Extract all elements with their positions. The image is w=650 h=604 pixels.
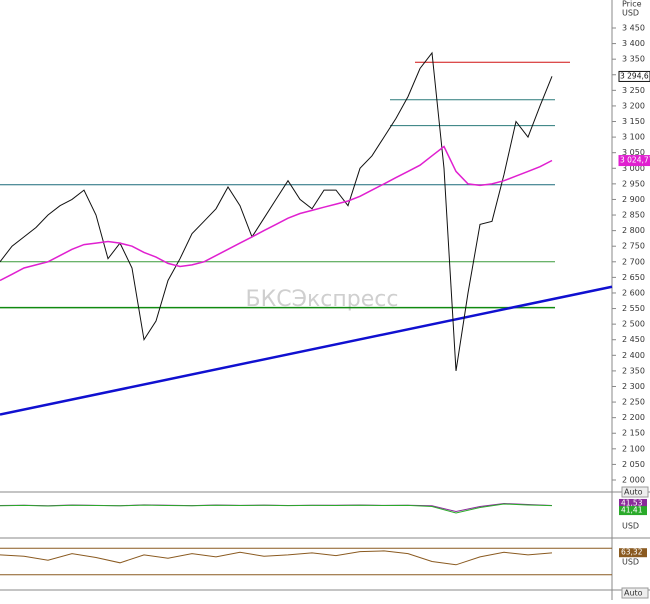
series-line bbox=[0, 51, 553, 371]
unit-label: USD bbox=[622, 558, 639, 567]
y-tick-label: 3 200 bbox=[622, 101, 645, 110]
y-tick-label: 2 650 bbox=[622, 273, 645, 282]
y-tick-label: 2 600 bbox=[622, 288, 645, 297]
y-tick-label: 2 100 bbox=[622, 444, 645, 453]
auto-label[interactable]: Auto bbox=[624, 488, 643, 497]
y-tick-label: 3 400 bbox=[622, 39, 645, 48]
indicator-tag bbox=[619, 498, 647, 508]
y-tick-label: 2 000 bbox=[622, 476, 645, 485]
axis-header: USD bbox=[622, 9, 639, 18]
unit-label: USD bbox=[622, 522, 639, 531]
y-tick-label: 3 350 bbox=[622, 55, 645, 64]
y-tick-label: 2 800 bbox=[622, 226, 645, 235]
y-tick-label: 2 900 bbox=[622, 195, 645, 204]
axis-header: Price bbox=[622, 0, 642, 9]
price-tag-label: 3 294,61 bbox=[620, 71, 650, 80]
indicator-tag-label: 41,41 bbox=[621, 506, 643, 515]
y-tick-label: 3 250 bbox=[622, 86, 645, 95]
auto-label[interactable]: Auto bbox=[624, 589, 643, 598]
indicator-tag bbox=[619, 548, 647, 558]
indicator-line bbox=[0, 503, 553, 514]
indicator-tag-label: 63,32 bbox=[621, 548, 643, 557]
y-tick-label: 2 300 bbox=[622, 382, 645, 391]
price-tag-label: 3 024,77 bbox=[620, 156, 650, 165]
y-tick-label: 2 350 bbox=[622, 366, 645, 375]
y-tick-label: 2 150 bbox=[622, 429, 645, 438]
y-tick-label: 3 450 bbox=[622, 24, 645, 33]
y-tick-label: 2 550 bbox=[622, 304, 645, 313]
indicator-line bbox=[0, 550, 553, 566]
y-tick-label: 2 200 bbox=[622, 413, 645, 422]
y-tick-label: 2 750 bbox=[622, 242, 645, 251]
y-tick-label: 2 400 bbox=[622, 351, 645, 360]
y-tick-label: 2 050 bbox=[622, 460, 645, 469]
y-tick-label: 3 100 bbox=[622, 133, 645, 142]
y-tick-label: 2 500 bbox=[622, 320, 645, 329]
y-tick-label: 3 050 bbox=[622, 148, 645, 157]
y-tick-label: 2 250 bbox=[622, 398, 645, 407]
y-tick-label: 2 700 bbox=[622, 257, 645, 266]
indicator-tag-label: 41,53 bbox=[621, 498, 643, 507]
auto-button[interactable] bbox=[621, 587, 649, 599]
series-line bbox=[0, 145, 553, 282]
auto-button[interactable] bbox=[621, 486, 649, 498]
y-tick-label: 3 000 bbox=[622, 164, 645, 173]
y-tick-label: 2 850 bbox=[622, 211, 645, 220]
y-tick-label: 2 450 bbox=[622, 335, 645, 344]
y-tick-label: 2 950 bbox=[622, 179, 645, 188]
indicator-tag bbox=[619, 506, 647, 516]
y-tick-label: 3 150 bbox=[622, 117, 645, 126]
price-tag bbox=[618, 70, 650, 82]
trend-line bbox=[0, 285, 613, 416]
price-tag bbox=[618, 155, 650, 167]
